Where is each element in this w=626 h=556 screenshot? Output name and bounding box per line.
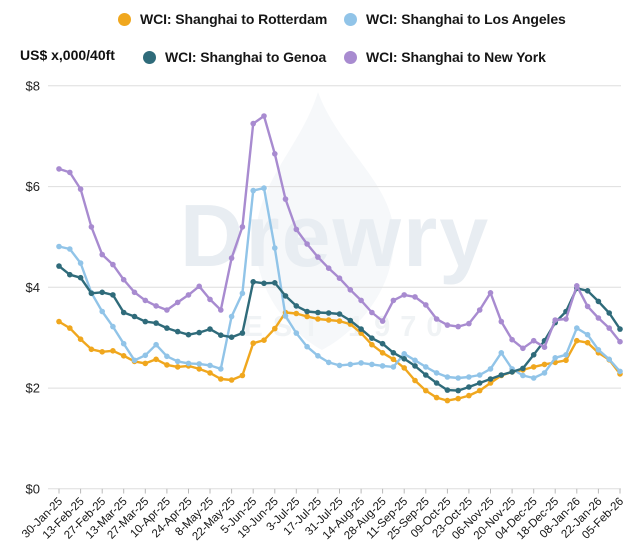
svg-text:$8: $8 (26, 78, 40, 93)
legend-label-rotterdam: WCI: Shanghai to Rotterdam (140, 11, 328, 27)
y-axis-labels: $0 $2 $4 $6 $8 (26, 78, 40, 496)
legend-swatch-new-york-icon (344, 50, 357, 64)
flame-watermark-icon (255, 92, 395, 350)
legend-swatch-genoa-icon (143, 50, 156, 64)
x-axis-ticks (58, 488, 621, 494)
legend-item-los-angeles: WCI: Shanghai to Los Angeles (344, 11, 566, 27)
y-gridlines (48, 85, 621, 490)
x-axis-labels: 30-Jan-2513-Feb-2527-Feb-2513-Mar-2527-M… (20, 496, 626, 543)
watermark-title: Drewry (180, 186, 490, 285)
svg-text:$6: $6 (26, 179, 40, 194)
legend-item-rotterdam: WCI: Shanghai to Rotterdam (118, 11, 327, 27)
series-wci-shanghai-to-genoa (56, 263, 623, 394)
legend-label-los-angeles: WCI: Shanghai to Los Angeles (366, 11, 566, 27)
legend-item-genoa: WCI: Shanghai to Genoa (143, 49, 326, 65)
svg-text:$4: $4 (26, 280, 40, 295)
svg-text:$2: $2 (26, 381, 40, 396)
legend-swatch-rotterdam-icon (118, 12, 131, 26)
legend-label-genoa: WCI: Shanghai to Genoa (165, 49, 327, 65)
series-wci-shanghai-to-new-york (56, 113, 623, 352)
legend-swatch-los-angeles-icon (344, 12, 357, 26)
svg-text:$0: $0 (26, 481, 40, 496)
series-wci-shanghai-to-los-angeles (56, 185, 623, 381)
legend-label-new-york: WCI: Shanghai to New York (366, 49, 546, 65)
legend-item-new-york: WCI: Shanghai to New York (344, 49, 546, 65)
y-axis-title: US$ x,000/40ft (20, 47, 115, 63)
